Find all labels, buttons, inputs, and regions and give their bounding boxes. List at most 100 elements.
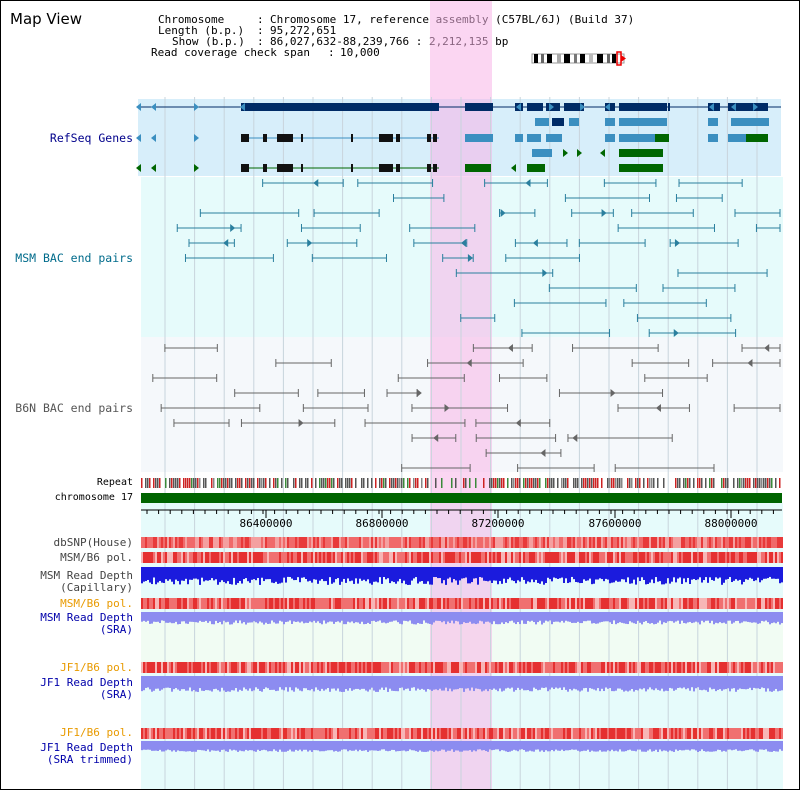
polymorphism-cell	[543, 537, 545, 548]
jf1-sra-depth-bar	[275, 676, 277, 692]
msm-sra-depth-bar	[695, 612, 697, 622]
polymorphism-cell	[231, 662, 233, 673]
repeat-element	[743, 478, 745, 488]
polymorphism-cell	[587, 662, 589, 673]
polymorphism-cell	[549, 728, 551, 739]
polymorphism-cell	[249, 537, 251, 548]
polymorphism-cell	[267, 598, 269, 609]
polymorphism-cell	[491, 552, 493, 563]
msm-sra-depth-bar	[291, 612, 293, 624]
jf1-trimmed-depth-bar	[583, 741, 585, 751]
repeat-element	[757, 478, 759, 488]
polymorphism-cell	[605, 537, 607, 548]
jf1-trimmed-depth-bar	[275, 741, 277, 751]
jf1-depth-trim-label-1[interactable]: JF1 Read Depth	[40, 741, 133, 754]
jf1-sra-depth-bar	[387, 676, 389, 692]
msm-capillary-depth-bar	[769, 567, 771, 577]
polymorphism-cell	[739, 552, 741, 563]
polymorphism-cell	[707, 662, 709, 673]
jf1-depth-sra-label-1[interactable]: JF1 Read Depth	[40, 676, 133, 689]
msm-sra-depth-bar	[589, 612, 591, 621]
polymorphism-cell	[187, 598, 189, 609]
jf1-sra-depth-bar	[435, 676, 437, 690]
repeat-element	[327, 478, 329, 488]
msm-sra-depth-bar	[471, 612, 473, 624]
msm-sra-depth-bar	[485, 612, 487, 622]
msm-sra-depth-bar	[145, 612, 147, 622]
msm-b6-pol-2-label[interactable]: MSM/B6 pol.	[60, 597, 133, 610]
jf1-b6-pol-2-label[interactable]: JF1/B6 pol.	[60, 726, 133, 739]
jf1-trimmed-depth-bar	[485, 741, 487, 752]
polymorphism-cell	[591, 662, 593, 673]
polymorphism-cell	[217, 598, 219, 609]
polymorphism-cell	[669, 552, 671, 563]
polymorphism-cell	[291, 598, 293, 609]
repeat-element	[591, 478, 593, 488]
jf1-sra-depth-bar	[359, 676, 361, 690]
jf1-trimmed-depth-bar	[419, 741, 421, 751]
polymorphism-cell	[781, 598, 783, 609]
msm-bac-label[interactable]: MSM BAC end pairs	[15, 251, 133, 265]
msm-sra-depth-bar	[515, 612, 517, 625]
polymorphism-cell	[483, 662, 485, 673]
jf1-sra-depth-bar	[425, 676, 427, 692]
polymorphism-cell	[671, 552, 673, 563]
jf1-trimmed-depth-bar	[199, 741, 201, 750]
polymorphism-cell	[339, 552, 341, 563]
polymorphism-cell	[277, 598, 279, 609]
jf1-b6-pol-label[interactable]: JF1/B6 pol.	[60, 661, 133, 674]
msm-capillary-depth-bar	[351, 567, 353, 581]
msm-depth-sra-label-1[interactable]: MSM Read Depth	[40, 611, 133, 624]
msm-capillary-depth-bar	[193, 567, 195, 579]
msm-sra-depth-bar	[237, 612, 239, 624]
msm-capillary-depth-bar	[291, 567, 293, 579]
dbsnp-label[interactable]: dbSNP(House)	[53, 536, 133, 549]
polymorphism-cell	[465, 598, 467, 609]
axis-tick-label: 88000000	[705, 517, 758, 530]
msm-b6-pol-label[interactable]: MSM/B6 pol.	[60, 551, 133, 564]
msm-depth-cap-label-1[interactable]: MSM Read Depth	[40, 569, 133, 582]
polymorphism-cell	[747, 552, 749, 563]
msm-sra-depth-bar	[403, 612, 405, 621]
polymorphism-cell	[467, 728, 469, 739]
jf1-sra-depth-bar	[685, 676, 687, 690]
msm-sra-depth-bar	[343, 612, 345, 625]
msm-capillary-depth-bar	[303, 567, 305, 578]
msm-capillary-depth-bar	[371, 567, 373, 585]
msm-capillary-depth-bar	[259, 567, 261, 585]
repeat-element	[587, 478, 589, 488]
jf1-sra-depth-bar	[749, 676, 751, 688]
polymorphism-cell	[277, 552, 279, 563]
polymorphism-cell	[649, 662, 651, 673]
polymorphism-cell	[221, 537, 223, 548]
msm-capillary-depth-bar	[757, 567, 759, 578]
polymorphism-cell	[205, 662, 207, 673]
polymorphism-cell	[551, 598, 553, 609]
repeat-element	[451, 478, 453, 488]
jf1-trimmed-depth-bar	[381, 741, 383, 750]
jf1-sra-depth-bar	[433, 676, 435, 690]
polymorphism-cell	[751, 728, 753, 739]
jf1-sra-depth-bar	[641, 676, 643, 690]
jf1-sra-depth-bar	[613, 676, 615, 692]
polymorphism-cell	[513, 728, 515, 739]
b6n-bac-label[interactable]: B6N BAC end pairs	[15, 401, 133, 415]
jf1-trimmed-depth-bar	[637, 741, 639, 750]
jf1-sra-depth-bar	[279, 676, 281, 688]
polymorphism-cell	[525, 537, 527, 548]
jf1-sra-depth-bar	[247, 676, 249, 691]
polymorphism-cell	[759, 728, 761, 739]
gene-exon	[527, 103, 543, 111]
polymorphism-cell	[157, 662, 159, 673]
msm-capillary-depth-bar	[745, 567, 747, 580]
polymorphism-cell	[163, 552, 165, 563]
msm-sra-depth-bar	[269, 612, 271, 624]
jf1-sra-depth-bar	[555, 676, 557, 688]
refseq-label[interactable]: RefSeq Genes	[49, 131, 133, 145]
polymorphism-cell	[589, 728, 591, 739]
msm-sra-depth-bar	[199, 612, 201, 621]
msm-capillary-depth-bar	[413, 567, 415, 579]
msm-capillary-depth-bar	[773, 567, 775, 579]
polymorphism-cell	[535, 552, 537, 563]
polymorphism-cell	[229, 598, 231, 609]
